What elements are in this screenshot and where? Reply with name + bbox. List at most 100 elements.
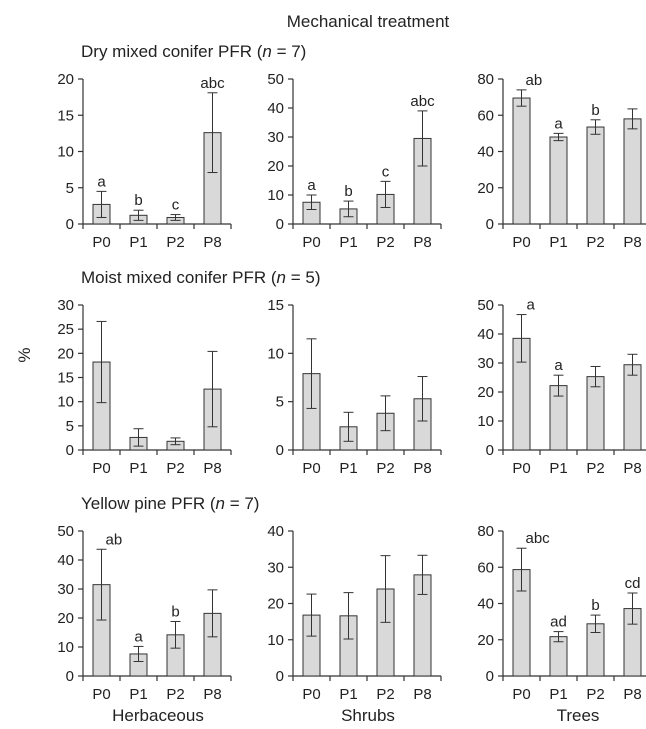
y-tick-label: 30 [57,581,74,598]
y-tick-label: 10 [267,345,284,362]
panel-yellow-pine-shrubs: 0 10 20 30 40 P0 P1 P2 P8 [267,523,442,703]
y-tick-label: 0 [66,442,74,459]
significance-label: ab [106,531,123,548]
x-tick-label: P2 [166,686,184,703]
y-tick-label: 5 [276,394,284,411]
x-tick-label: P2 [586,686,604,703]
significance-label: cd [625,575,641,592]
column-label-herbaceous: Herbaceous [112,706,204,725]
y-tick-label: 20 [57,71,74,88]
y-tick-label: 10 [267,632,284,649]
y-tick-label: 0 [276,216,284,233]
y-tick-label: 50 [267,71,284,88]
x-tick-label: P0 [302,460,320,477]
significance-label: b [591,597,599,614]
x-tick-label: P8 [413,234,431,251]
bar-p8 [623,118,642,225]
row-title-dry-mixed-conifer: Dry mixed conifer PFR (n = 7) [81,42,306,61]
y-tick-label: 10 [267,187,284,204]
panel-yellow-pine-trees: 0 20 40 60 80 P0 abc P1 ad P2 b P8 cd [477,523,646,703]
x-tick-label: P2 [376,234,394,251]
y-tick-label: 20 [477,384,494,401]
x-tick-label: P1 [549,234,567,251]
x-tick-label: P0 [512,686,530,703]
y-tick-label: 0 [276,442,284,459]
x-tick-label: P8 [203,234,221,251]
significance-label: c [172,197,180,214]
y-tick-label: 10 [57,144,74,161]
significance-label: a [554,357,563,374]
y-tick-label: 20 [57,610,74,627]
y-tick-label: 0 [486,668,494,685]
x-tick-label: P2 [586,460,604,477]
figure-title: Mechanical treatment [287,12,450,31]
y-tick-label: 50 [57,523,74,540]
x-tick-label: P1 [129,460,147,477]
column-label-trees: Trees [557,706,600,725]
y-tick-label: 5 [66,418,74,435]
significance-label: b [171,603,179,620]
significance-label: b [591,102,599,119]
significance-label: b [134,192,142,209]
x-tick-label: P0 [92,460,110,477]
panel-moist-mixed-conifer-herbaceous: 0 5 10 15 20 25 30 P0 P1 P2 P8 [57,297,232,477]
x-tick-label: P0 [512,460,530,477]
x-tick-label: P0 [302,234,320,251]
bar-p2 [586,376,605,451]
x-tick-label: P2 [586,234,604,251]
y-tick-label: 80 [477,523,494,540]
x-tick-label: P0 [302,686,320,703]
y-tick-label: 40 [477,596,494,613]
y-tick-label: 10 [57,394,74,411]
y-tick-label: 50 [477,297,494,314]
y-tick-label: 15 [57,107,74,124]
y-tick-label: 0 [486,216,494,233]
panel-dry-mixed-conifer-shrubs: 0 10 20 30 40 50 P0 a P1 b P2 c P8 abc [267,71,442,251]
x-tick-label: P8 [623,686,641,703]
y-tick-label: 30 [57,297,74,314]
significance-label: a [134,628,143,645]
x-tick-label: P1 [339,686,357,703]
panel-dry-mixed-conifer-herbaceous: 0 5 10 15 20 P0 a P1 b P2 c P8 abc [57,71,232,251]
y-tick-label: 30 [267,129,284,146]
x-tick-label: P1 [339,460,357,477]
panel-moist-mixed-conifer-shrubs: 0 5 10 15 P0 P1 P2 P8 [267,297,442,477]
significance-label: abc [526,530,551,547]
y-tick-label: 20 [267,596,284,613]
panel-moist-mixed-conifer-trees: 0 10 20 30 40 50 P0 a P1 a P2 P8 [477,297,646,477]
x-tick-label: P8 [413,686,431,703]
x-tick-label: P2 [376,686,394,703]
y-tick-label: 40 [477,326,494,343]
bar-p8 [623,364,642,451]
y-tick-label: 10 [57,639,74,656]
x-tick-label: P2 [376,460,394,477]
significance-label: abc [200,75,225,92]
x-tick-label: P8 [413,460,431,477]
column-label-shrubs: Shrubs [341,706,395,725]
y-tick-label: 40 [477,144,494,161]
x-tick-label: P1 [129,686,147,703]
y-tick-label: 40 [57,552,74,569]
bar-p0 [512,97,531,225]
x-tick-label: P8 [623,460,641,477]
row-title-moist-mixed-conifer: Moist mixed conifer PFR (n = 5) [81,268,321,287]
x-tick-label: P1 [549,460,567,477]
significance-label: ad [550,614,567,631]
y-tick-label: 20 [477,632,494,649]
y-tick-label: 60 [477,107,494,124]
y-tick-label: 0 [66,216,74,233]
x-tick-label: P1 [549,686,567,703]
bar-p2 [586,126,605,225]
y-tick-label: 30 [267,559,284,576]
significance-label: b [344,183,352,200]
y-tick-label: 40 [267,100,284,117]
y-tick-label: 20 [57,345,74,362]
significance-label: a [554,115,563,132]
x-tick-label: P1 [129,234,147,251]
x-tick-label: P1 [339,234,357,251]
y-tick-label: 80 [477,71,494,88]
panel-dry-mixed-conifer-trees: 0 20 40 60 80 P0 ab P1 a P2 b P8 [477,71,646,251]
y-tick-label: 60 [477,559,494,576]
panel-grid: 05101520P0aP1bP2cP8abc01020304050P0aP1bP… [57,71,646,703]
